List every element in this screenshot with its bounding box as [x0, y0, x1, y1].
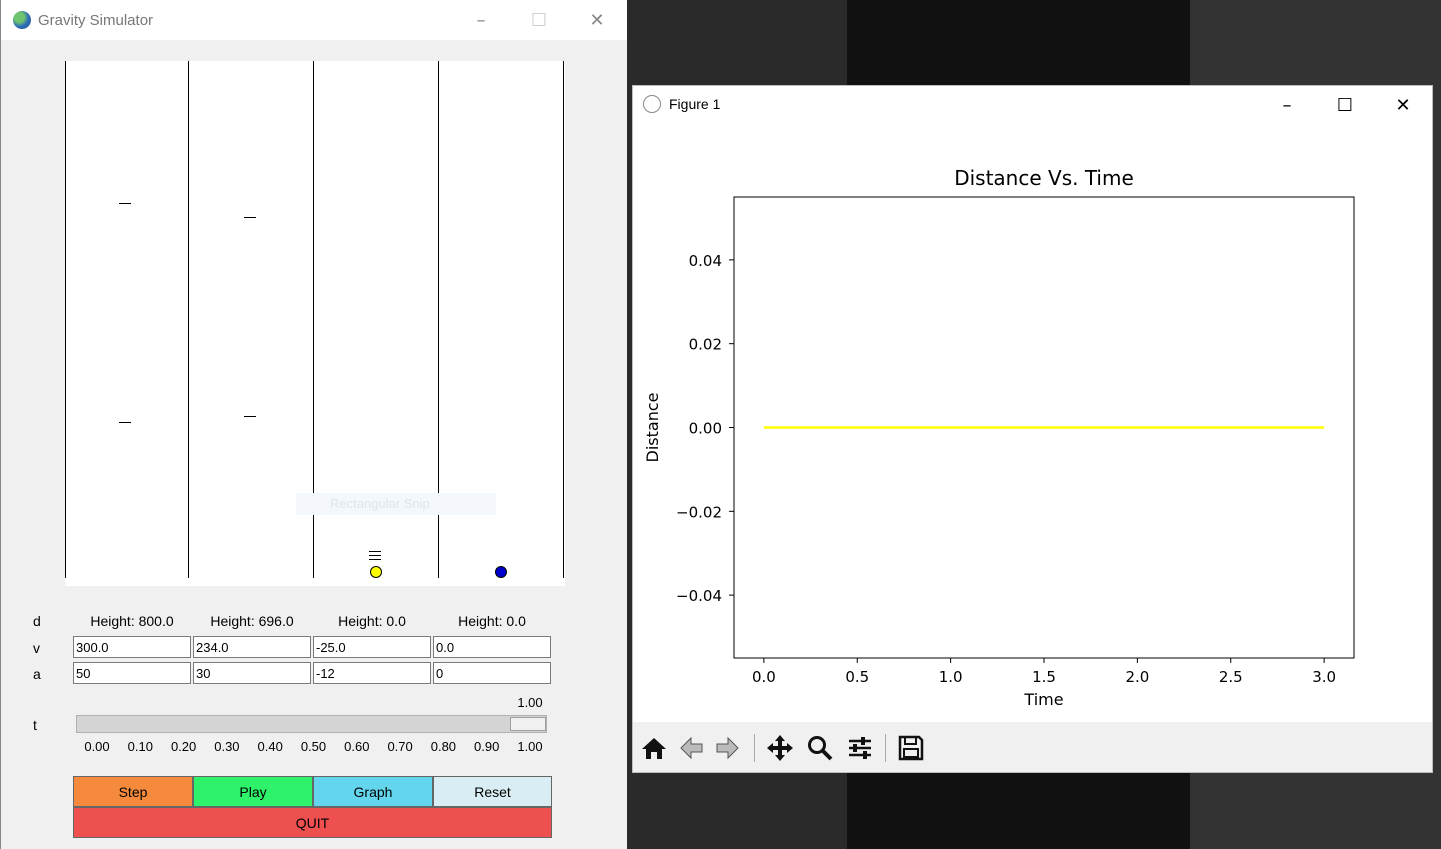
y-tick-label: 0.04 [689, 252, 722, 270]
toolbar-separator [754, 734, 755, 762]
gravity-simulator-window: Gravity Simulator – ☐ ✕ Rectangular Snip… [0, 0, 627, 849]
maximize-button[interactable]: ☐ [530, 9, 548, 31]
figure-toolbar [633, 722, 1432, 772]
time-tick-label: 0.00 [84, 739, 110, 754]
acceleration-input[interactable] [313, 662, 431, 684]
y-tick-label: 0.02 [689, 336, 722, 354]
trail-mark [244, 416, 256, 417]
height-label: Height: 696.0 [210, 613, 294, 629]
title-bar[interactable]: Gravity Simulator – ☐ ✕ [1, 0, 627, 40]
simulation-canvas: Rectangular Snip [65, 61, 565, 586]
x-tick-label: 3.0 [1312, 668, 1336, 686]
y-tick-label: −0.02 [676, 503, 722, 521]
close-button[interactable]: ✕ [1395, 94, 1411, 116]
row-label-d: d [33, 613, 41, 629]
trail-mark [369, 551, 381, 552]
configure-subplots-icon[interactable] [843, 731, 877, 765]
minimize-button[interactable]: – [476, 9, 486, 31]
forward-arrow-icon[interactable] [711, 731, 745, 765]
y-tick-label: −0.04 [676, 587, 722, 605]
x-tick-label: 2.5 [1219, 668, 1243, 686]
trail-mark [119, 422, 131, 423]
y-tick-label: 0.00 [689, 420, 722, 438]
velocity-input[interactable] [73, 636, 191, 658]
graph-button[interactable]: Graph [313, 776, 433, 807]
height-label: Height: 0.0 [458, 613, 526, 629]
trail-mark [369, 555, 381, 556]
trail-mark [119, 203, 131, 204]
lane-divider [313, 61, 314, 578]
chart-title: Distance Vs. Time [954, 166, 1134, 190]
y-axis-label: Distance [643, 393, 662, 463]
maximize-button[interactable]: ☐ [1336, 94, 1354, 116]
pan-icon[interactable] [763, 731, 797, 765]
row-label-v: v [33, 640, 40, 656]
time-slider-value: 1.00 [517, 695, 543, 710]
lane-divider [65, 61, 66, 578]
x-tick-label: 0.5 [845, 668, 869, 686]
ball-blue [495, 566, 507, 578]
velocity-input[interactable] [193, 636, 311, 658]
x-axis-label: Time [1023, 690, 1063, 709]
save-icon[interactable] [894, 731, 928, 765]
time-tick-label: 0.50 [300, 739, 327, 754]
velocity-input[interactable] [433, 636, 551, 658]
title-bar[interactable]: Figure 1 – ☐ ✕ [633, 86, 1432, 124]
time-tick-label: 0.70 [387, 739, 413, 754]
height-label: Height: 800.0 [90, 613, 174, 629]
trail-mark [244, 217, 256, 218]
quit-button[interactable]: QUIT [73, 807, 552, 838]
time-tick-label: 1.00 [517, 739, 543, 754]
acceleration-input[interactable] [433, 662, 551, 684]
trail-mark [369, 559, 381, 560]
time-tick-label: 0.80 [430, 739, 457, 754]
step-button[interactable]: Step [73, 776, 193, 807]
time-tick-label: 0.10 [127, 739, 153, 754]
velocity-input[interactable] [313, 636, 431, 658]
home-icon[interactable] [637, 731, 671, 765]
acceleration-input[interactable] [193, 662, 311, 684]
lane-divider [563, 61, 564, 578]
distance-time-chart: Distance Vs. Time 0.0 0.5 1.0 1.5 2.0 2.5 3.0 0.… [643, 166, 1355, 709]
x-tick-label: 1.5 [1032, 668, 1056, 686]
row-label-t: t [33, 717, 37, 733]
window-title: Figure 1 [669, 96, 721, 112]
time-tick-label: 0.90 [474, 739, 500, 754]
lane-divider [438, 61, 439, 578]
acceleration-input[interactable] [73, 662, 191, 684]
x-tick-label: 2.0 [1125, 668, 1149, 686]
close-button[interactable]: ✕ [589, 9, 605, 31]
time-tick-label: 0.30 [214, 739, 240, 754]
time-tick-label: 0.20 [170, 739, 197, 754]
zoom-icon[interactable] [803, 731, 837, 765]
figure-window: Figure 1 – ☐ ✕ Distance Vs. Time 0.0 0.5 1.… [632, 85, 1433, 773]
matplotlib-icon [643, 95, 661, 113]
snip-tooltip: Rectangular Snip [296, 493, 496, 515]
reset-button[interactable]: Reset [433, 776, 552, 807]
ball-yellow [370, 566, 382, 578]
height-label: Height: 0.0 [338, 613, 406, 629]
time-tick-label: 0.40 [257, 739, 283, 754]
time-slider-handle[interactable] [510, 717, 546, 731]
play-button[interactable]: Play [193, 776, 313, 807]
time-tick-label: 0.60 [344, 739, 370, 754]
back-arrow-icon[interactable] [674, 731, 708, 765]
time-slider[interactable] [76, 715, 547, 733]
row-label-a: a [33, 666, 41, 682]
minimize-button[interactable]: – [1282, 94, 1292, 116]
globe-icon [13, 11, 31, 29]
toolbar-separator [885, 734, 886, 762]
x-tick-label: 1.0 [939, 668, 963, 686]
lane-divider [188, 61, 189, 578]
window-title: Gravity Simulator [38, 12, 154, 29]
x-tick-label: 0.0 [752, 668, 776, 686]
